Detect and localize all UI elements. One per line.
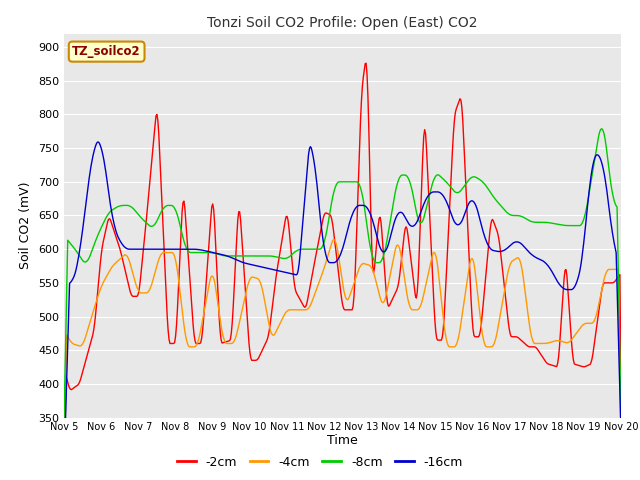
Legend: -2cm, -4cm, -8cm, -16cm: -2cm, -4cm, -8cm, -16cm — [172, 451, 468, 474]
X-axis label: Time: Time — [327, 434, 358, 447]
Y-axis label: Soil CO2 (mV): Soil CO2 (mV) — [19, 182, 33, 269]
Title: Tonzi Soil CO2 Profile: Open (East) CO2: Tonzi Soil CO2 Profile: Open (East) CO2 — [207, 16, 477, 30]
Text: TZ_soilco2: TZ_soilco2 — [72, 45, 141, 58]
